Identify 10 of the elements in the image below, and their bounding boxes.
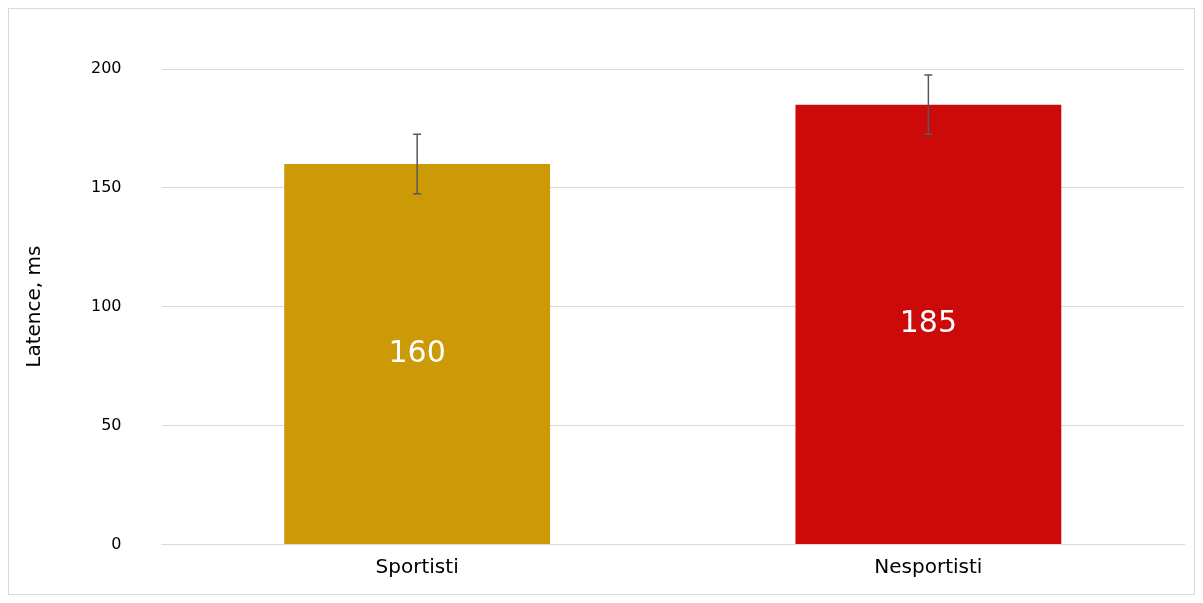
y-tick-label: 0 [111,533,122,553]
data-label: 185 [899,304,958,340]
y-tick-label: 150 [90,177,122,197]
x-tick-label: Sportisti [375,553,459,578]
y-tick-label: 200 [90,58,122,78]
y-tick-label: 50 [101,414,122,434]
x-tick-label: Nesportisti [874,553,983,578]
data-label: 160 [388,333,446,369]
y-tick-label: 100 [90,295,122,315]
y-axis-title: Latence, ms [21,245,46,368]
